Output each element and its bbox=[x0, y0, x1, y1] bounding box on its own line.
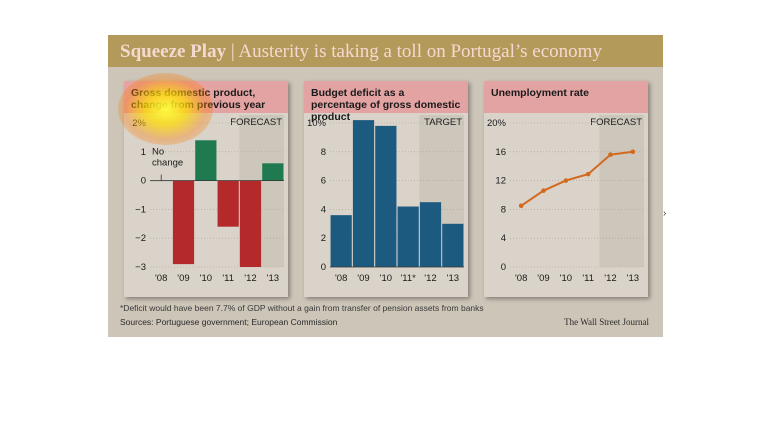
headline-separator: | bbox=[226, 41, 239, 62]
gdp-panel: Gross domestic product, change from prev… bbox=[124, 81, 288, 297]
gdp-title: Gross domestic product, change from prev… bbox=[124, 81, 288, 113]
y-tick-label: 0 bbox=[141, 176, 146, 187]
bar bbox=[352, 120, 375, 268]
bar bbox=[172, 180, 195, 265]
bar bbox=[330, 215, 352, 267]
x-tick-label: '08 bbox=[335, 273, 347, 284]
headline-bar: Squeeze Play | Austerity is taking a tol… bbox=[108, 35, 663, 67]
deficit-title: Budget deficit as a percentage of gross … bbox=[304, 81, 468, 123]
x-tick-label: '11* bbox=[400, 273, 416, 284]
y-tick-label: 2% bbox=[132, 118, 146, 129]
x-tick-label: '10 bbox=[560, 273, 572, 284]
unemployment-chart: FORECAST 20% 16 12 8 4 0 '08 '09 '10 '11 '12 '13 bbox=[487, 115, 644, 284]
x-tick-label: '12 bbox=[424, 273, 436, 284]
no-change-note: No change bbox=[152, 147, 183, 169]
annotation-label: TARGET bbox=[424, 117, 462, 128]
y-tick-label: 0 bbox=[321, 262, 326, 273]
infographic: Squeeze Play | Austerity is taking a tol… bbox=[108, 35, 663, 337]
x-tick-label: '10 bbox=[380, 273, 392, 284]
bar bbox=[397, 206, 419, 267]
headline: Squeeze Play | Austerity is taking a tol… bbox=[120, 41, 602, 63]
y-tick-label: 6 bbox=[321, 176, 326, 187]
y-tick-label: 8 bbox=[501, 204, 506, 215]
sources: Sources: Portuguese government; European… bbox=[120, 317, 338, 327]
x-tick-label: '08 bbox=[155, 273, 167, 284]
y-tick-label: 1 bbox=[141, 147, 146, 158]
y-tick-label: 20% bbox=[487, 118, 507, 129]
x-tick-label: '11 bbox=[582, 273, 594, 284]
x-tick-label: '10 bbox=[200, 273, 212, 284]
footnote: *Deficit would have been 7.7% of GDP wit… bbox=[120, 303, 484, 313]
x-tick-label: '11 bbox=[222, 273, 234, 284]
headline-rest: Austerity is taking a toll on Portugal’s… bbox=[238, 41, 602, 62]
x-tick-label: '13 bbox=[267, 273, 279, 284]
data-point bbox=[563, 178, 569, 183]
bar bbox=[195, 140, 217, 181]
series-line bbox=[520, 150, 633, 207]
y-tick-label: 8 bbox=[321, 147, 326, 158]
y-tick-label: 0 bbox=[501, 262, 506, 273]
y-tick-label: 16 bbox=[495, 147, 506, 158]
bar bbox=[442, 223, 464, 267]
y-tick-label: 12 bbox=[495, 176, 506, 187]
y-tick-label: 4 bbox=[501, 233, 506, 244]
y-tick-label: 4 bbox=[321, 204, 326, 215]
x-tick-label: '09 bbox=[357, 273, 369, 284]
deficit-chart: TARGET 10% 8 6 4 2 0 '08 '09 '10 '11* '12 '13 bbox=[307, 115, 464, 284]
y-tick-label: −3 bbox=[135, 262, 146, 273]
data-point bbox=[585, 171, 591, 177]
x-tick-label: '09 bbox=[177, 273, 189, 284]
forecast-shade bbox=[599, 115, 644, 267]
x-tick-label: '13 bbox=[447, 273, 459, 284]
bar bbox=[419, 202, 442, 267]
x-tick-label: '13 bbox=[627, 273, 639, 284]
x-tick-label: '09 bbox=[537, 273, 549, 284]
unemployment-panel: Unemployment rate FORECAST 20% 16 12 8 4 0 '08 '… bbox=[484, 81, 648, 297]
y-tick-label: 10% bbox=[307, 118, 327, 129]
x-tick-label: '12 bbox=[244, 273, 256, 284]
bar bbox=[375, 125, 397, 267]
headline-bold: Squeeze Play bbox=[120, 41, 227, 62]
annotation-label: FORECAST bbox=[230, 117, 282, 128]
deficit-panel: Budget deficit as a percentage of gross … bbox=[304, 81, 468, 297]
bar bbox=[239, 180, 262, 267]
annotation-label: FORECAST bbox=[590, 117, 642, 128]
data-point bbox=[518, 203, 524, 209]
y-tick-label: −2 bbox=[135, 233, 146, 244]
gdp-chart: FORECAST 2% 1 0 −1 −2 −3 '08 '09 '10 '11 '12 '13 No ch… bbox=[132, 115, 284, 284]
data-point bbox=[541, 188, 546, 193]
bar bbox=[217, 180, 239, 227]
x-tick-label: '12 bbox=[604, 273, 616, 284]
unemployment-title: Unemployment rate bbox=[484, 81, 648, 113]
credit: The Wall Street Journal bbox=[564, 317, 649, 327]
data-point bbox=[608, 152, 613, 157]
x-tick-label: '08 bbox=[515, 273, 527, 284]
edge-marker: › bbox=[663, 208, 667, 219]
y-tick-label: 2 bbox=[321, 233, 326, 244]
data-point bbox=[630, 149, 636, 155]
bar bbox=[262, 163, 284, 181]
y-tick-label: −1 bbox=[135, 204, 146, 215]
